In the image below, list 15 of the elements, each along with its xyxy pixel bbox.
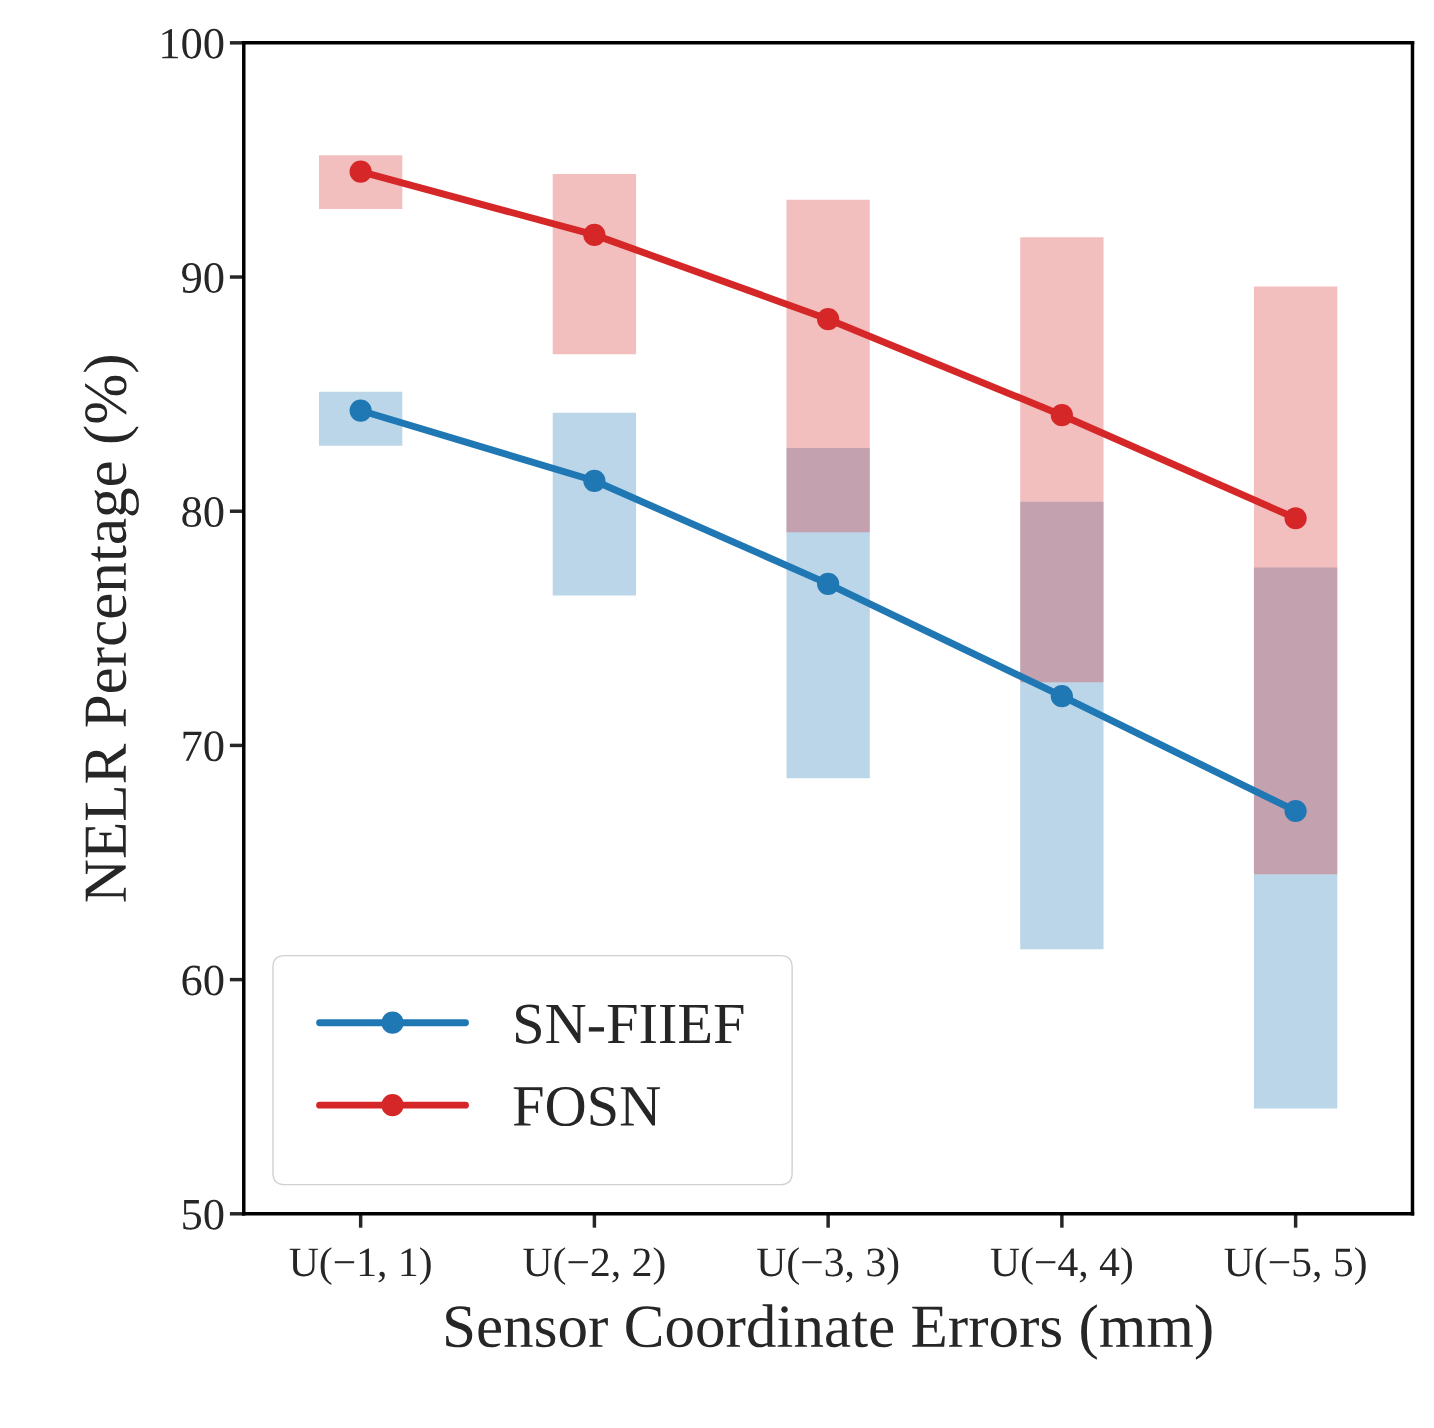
y-tick-label: 50 <box>183 1199 224 1230</box>
y-axis-title: NELR Percentage (%) <box>83 356 139 902</box>
legend-label: FOSN <box>513 1086 660 1127</box>
y-tick-label: 60 <box>182 965 224 996</box>
legend-label: SN-FIIEF <box>516 1004 744 1044</box>
y-tick-label: 70 <box>183 731 224 762</box>
y-tick-label: 90 <box>182 262 224 293</box>
x-tick-label: U(−3, 3) <box>757 1247 899 1285</box>
x-tick-label: U(−2, 2) <box>523 1247 665 1285</box>
x-tick-label: U(−4, 4) <box>990 1247 1132 1285</box>
x-axis-title: Sensor Coordinate Errors (mm) <box>446 1304 1212 1360</box>
x-tick-label: U(−1, 1) <box>289 1247 431 1285</box>
y-tick-label: 100 <box>162 28 224 59</box>
y-tick-label: 80 <box>182 497 224 528</box>
x-tick-label: U(−5, 5) <box>1224 1247 1366 1285</box>
